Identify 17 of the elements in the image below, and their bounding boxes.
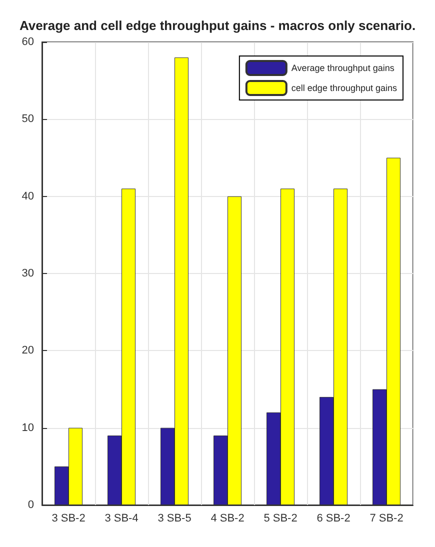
x-tick-label: 5 SB-2	[264, 512, 298, 524]
x-tick-label: 7 SB-2	[370, 512, 404, 524]
y-tick-label: 10	[22, 422, 34, 434]
x-tick-label: 3 SB-4	[104, 512, 138, 524]
x-tick-label: 6 SB-2	[316, 512, 350, 524]
y-tick-label: 60	[22, 36, 34, 48]
x-tick-label: 3 SB-2	[52, 512, 86, 524]
x-tick-label: 3 SB-5	[158, 512, 192, 524]
y-tick-label: 0	[28, 499, 34, 511]
legend-label: Average throughput gains	[291, 63, 395, 73]
chart-title: Average and cell edge throughput gains - macros only scenario.	[19, 18, 416, 33]
y-tick-label: 30	[22, 268, 34, 280]
y-tick-label: 40	[22, 190, 34, 202]
x-tick-label: 4 SB-2	[210, 512, 244, 524]
y-tick-label: 50	[22, 113, 34, 126]
legend-label: cell edge throughput gains	[291, 83, 398, 93]
y-tick-label: 20	[22, 344, 34, 357]
